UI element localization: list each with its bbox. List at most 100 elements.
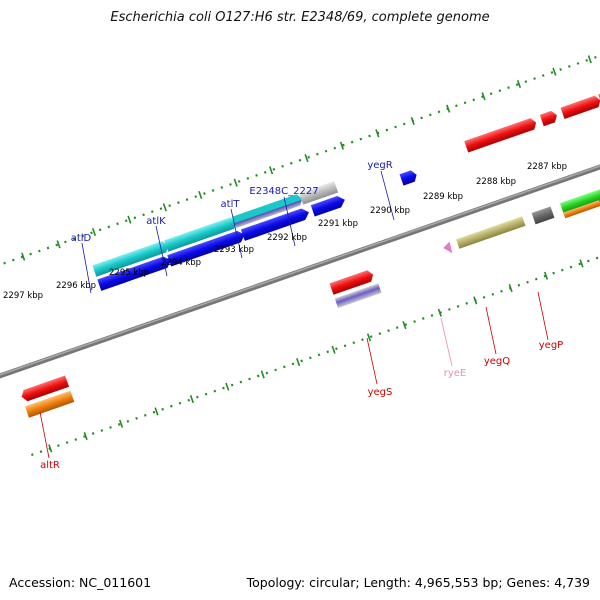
kbp-label: 2295 kbp	[109, 268, 149, 278]
major-tick	[375, 129, 380, 138]
gene-label-yegQ[interactable]: yegQ	[484, 356, 510, 367]
gene-yegP-upper[interactable]	[539, 110, 559, 127]
major-tick	[162, 203, 167, 212]
gene-orange-right[interactable]	[563, 200, 600, 219]
major-tick	[83, 432, 88, 441]
major-tick	[339, 141, 344, 150]
gene-yegR[interactable]	[399, 169, 419, 186]
callout-yegP	[537, 291, 549, 341]
kbp-label: 2292 kbp	[267, 233, 307, 243]
kbp-label: 2288 kbp	[476, 177, 516, 187]
major-tick	[198, 190, 203, 200]
gene-atlT-blue[interactable]	[240, 207, 311, 241]
callout-atlK	[155, 225, 168, 277]
gene-atlK-blue[interactable]	[167, 229, 246, 267]
major-tick	[91, 227, 97, 237]
genome-backbone	[0, 96, 600, 384]
callout-lines	[39, 170, 549, 459]
callout-yegR	[380, 170, 395, 221]
gene-label-ryeE[interactable]: ryeE	[444, 368, 467, 379]
major-tick	[225, 382, 230, 391]
major-tick	[402, 321, 407, 330]
major-tick	[127, 215, 132, 224]
gene-yegS-purple[interactable]	[334, 283, 382, 308]
gene-atlK-cyan[interactable]	[164, 216, 238, 252]
accession-label: Accession: NC_011601	[9, 575, 152, 590]
gene-yegP-dark[interactable]	[531, 206, 555, 225]
major-tick	[446, 104, 451, 113]
major-tick	[473, 296, 478, 305]
gene-atlD-cyan[interactable]	[92, 240, 170, 277]
callout-yegQ	[485, 306, 497, 355]
major-tick	[21, 252, 26, 261]
gene-yegQ-olive[interactable]	[456, 216, 526, 249]
major-tick	[331, 345, 336, 354]
kbp-label: 2297 kbp	[3, 291, 43, 301]
callout-altR	[39, 411, 50, 459]
lower-ticks	[48, 259, 584, 453]
callout-atlD	[81, 242, 92, 294]
map-layer	[0, 4, 600, 457]
major-tick	[154, 407, 159, 416]
kbp-label: 2293 kbp	[214, 245, 254, 255]
major-tick	[269, 166, 274, 175]
gene-label-yegP[interactable]: yegP	[539, 340, 563, 351]
major-tick	[189, 395, 194, 404]
kbp-label: 2291 kbp	[318, 219, 358, 229]
gene-E2348C-2227[interactable]	[299, 181, 339, 205]
backbone-highlight	[0, 96, 600, 382]
major-tick	[410, 116, 415, 126]
gene-red-right[interactable]	[560, 94, 600, 119]
gene-hypothetical-blue[interactable]	[310, 194, 347, 217]
major-tick	[48, 444, 53, 453]
scale-ruler	[0, 4, 600, 277]
major-tick	[437, 308, 442, 317]
kbp-label: 2296 kbp	[56, 281, 96, 291]
callout-ryeE	[440, 317, 453, 367]
major-tick	[552, 67, 557, 76]
gene-altR-orange[interactable]	[25, 390, 75, 418]
lower-genes	[20, 186, 600, 418]
gene-yegS-red[interactable]	[329, 269, 375, 295]
major-tick	[587, 55, 592, 64]
major-tick	[481, 92, 486, 101]
gene-atlD-blue[interactable]	[97, 255, 173, 291]
gene-label-yegS[interactable]: yegS	[368, 387, 393, 398]
major-tick	[296, 358, 301, 367]
gene-label-yegR[interactable]: yegR	[367, 160, 392, 171]
backbone-line	[0, 96, 600, 384]
major-tick	[233, 178, 238, 187]
gene-labels: atlD atlK atlT E2348C_2227 yegR altR yeg…	[40, 160, 563, 471]
kbp-label: 2289 kbp	[423, 192, 463, 202]
scale-ticks	[21, 55, 592, 261]
gene-label-E2348C-2227[interactable]: E2348C_2227	[249, 186, 318, 197]
kbp-label: 2294 kbp	[161, 258, 201, 268]
gene-label-atlT[interactable]: atlT	[221, 199, 241, 210]
callout-E2348C	[283, 196, 296, 247]
gene-ryeE[interactable]	[442, 241, 454, 256]
kbp-label: 2290 kbp	[370, 206, 410, 216]
major-tick	[56, 240, 61, 249]
kbp-labels: 2297 kbp 2296 kbp 2295 kbp 2294 kbp 2293…	[3, 162, 567, 301]
gene-green[interactable]	[559, 186, 600, 215]
gene-yegQ-upper[interactable]	[464, 117, 538, 153]
major-tick	[366, 333, 372, 342]
major-tick	[508, 284, 513, 293]
lower-track	[31, 184, 600, 457]
major-tick	[516, 79, 522, 89]
gene-label-atlD[interactable]: atlD	[71, 233, 92, 244]
major-tick	[304, 153, 309, 163]
genome-summary: Topology: circular; Length: 4,965,553 bp…	[246, 575, 590, 590]
gene-label-atlK[interactable]: atlK	[146, 216, 166, 227]
major-tick	[119, 419, 124, 428]
major-tick	[260, 370, 265, 379]
major-tick	[579, 259, 584, 268]
genome-title: Escherichia coli O127:H6 str. E2348/69, …	[110, 10, 490, 25]
callout-atlT	[230, 208, 243, 259]
callout-yegS	[366, 337, 378, 385]
gene-atlT-cyan[interactable]	[232, 193, 304, 229]
gene-label-altR[interactable]: altR	[40, 460, 60, 471]
upper-genes	[92, 82, 600, 291]
gene-altR-red[interactable]	[20, 375, 70, 402]
